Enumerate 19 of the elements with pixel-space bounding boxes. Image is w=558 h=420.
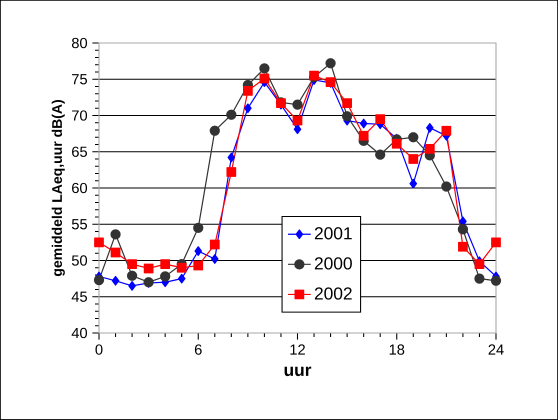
x-tick-label: 24 [488,344,504,355]
y-tick-label: 55 [72,219,87,230]
y-tick-label: 45 [72,292,87,302]
legend-label: 2000 [314,257,352,270]
x-tick-label: 0 [95,344,102,355]
y-tick-label: 40 [72,328,88,338]
y-tick-label: 80 [72,38,88,48]
x-tick-label: 18 [390,344,404,355]
y-tick-label: 75 [72,74,87,84]
x-axis-title: uur [284,366,312,376]
x-tick-label: 6 [194,344,202,355]
x-tick-label: 12 [290,344,305,355]
y-tick-label: 65 [72,146,87,157]
legend-label: 2001 [314,227,352,240]
y-tick-label: 50 [72,255,88,266]
legend-label: 2002 [314,287,352,300]
y-tick-label: 60 [72,182,88,194]
y-axis-title: gemiddeld LAeq,uur dB(A) [52,100,65,276]
y-tick-label: 70 [72,110,88,121]
